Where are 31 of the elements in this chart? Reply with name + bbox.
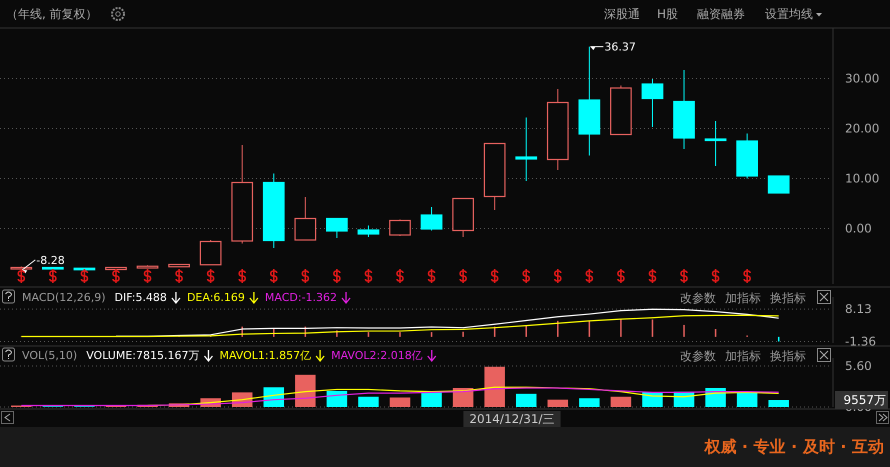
text: 设置均线 <box>765 7 813 21</box>
annotation: MACD(12,26,9) <box>22 291 106 304</box>
y-tick-label: 20.00 <box>845 121 880 136</box>
text: 深股通 <box>604 7 640 21</box>
annotation: VOLUME:7815.167万 <box>86 349 200 362</box>
annotation: VOL(5,10) <box>22 349 78 362</box>
annotation: -8.28 <box>36 254 65 267</box>
y-tick-label: 5.60 <box>845 358 872 373</box>
annotation: 换指标 <box>770 291 806 305</box>
annotation: MAVOL1:1.857亿 <box>219 349 312 362</box>
y-tick-label: 8.13 <box>845 302 872 316</box>
text: 9557万 <box>843 393 886 408</box>
text: 2014/12/31/三 <box>469 412 555 426</box>
text: 融资融券 <box>697 7 745 21</box>
annotation: 改参数 <box>680 349 716 363</box>
annotation: DEA:6.169 <box>186 291 245 304</box>
annotation: MAVOL2:2.018亿 <box>331 349 423 362</box>
annotation: MACD:-1.362 <box>264 291 338 304</box>
chart-title: （年线, 前复权） <box>6 7 98 21</box>
annotation: 换指标 <box>770 349 806 363</box>
text: 权威 · 专业 · 及时 · 互动 <box>703 437 884 456</box>
y-tick-label: 10.00 <box>845 171 880 186</box>
y-tick-label: -1.36 <box>845 334 876 348</box>
annotation: 加指标 <box>725 291 761 305</box>
text: H股 <box>657 7 678 21</box>
annotation: 36.37 <box>604 40 636 54</box>
annotation: 改参数 <box>680 291 716 305</box>
y-tick-label: 30.00 <box>845 71 880 86</box>
annotation: 加指标 <box>725 349 761 363</box>
annotation: DIF:5.488 <box>114 291 167 304</box>
y-tick-label: 0.00 <box>845 221 872 236</box>
